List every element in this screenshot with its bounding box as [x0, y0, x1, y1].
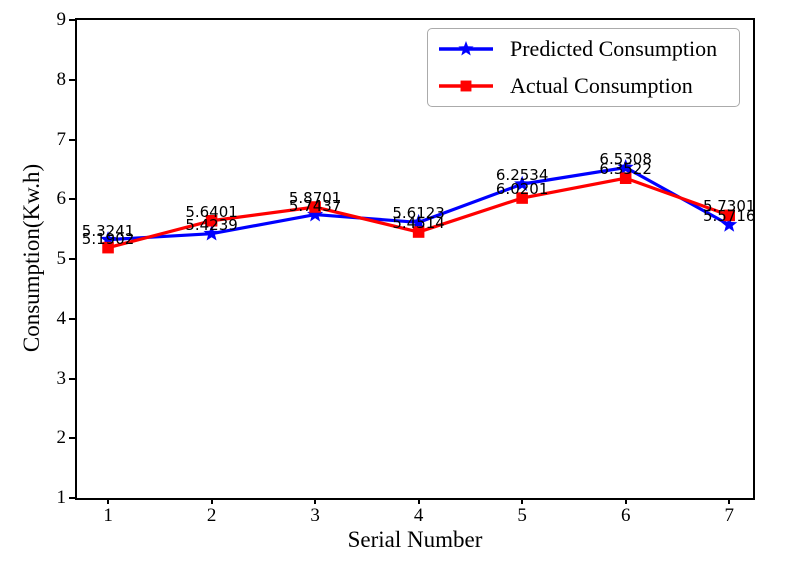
x-tick-label-6: 6: [620, 505, 631, 526]
marker-square-actual-consumption-point-3: [309, 201, 321, 213]
legend-item-predicted[interactable]: Predicted Consumption: [437, 31, 739, 67]
x-tick-label-7: 7: [724, 505, 734, 526]
legend-label-predicted: Predicted Consumption: [510, 36, 718, 62]
y-tick-label-6: 6: [56, 188, 67, 210]
legend-item-actual[interactable]: Actual Consumption: [437, 68, 739, 104]
x-tick-label-2: 2: [206, 505, 217, 526]
plot-area: [75, 18, 755, 500]
y-tick-mark-6: [69, 198, 75, 201]
y-axis-title: Consumption(Kw.h): [19, 163, 44, 353]
marker-star-predicted-consumption-point-3: [307, 206, 324, 222]
y-tick-label-2: 2: [56, 427, 67, 449]
data-label-predicted-consumption-point-6: 6.5308: [599, 149, 652, 168]
x-tick-label-5: 5: [517, 505, 527, 526]
x-tick-mark-5: [521, 498, 524, 504]
data-label-actual-consumption-point-7: 5.7301: [702, 197, 756, 216]
x-tick-mark-7: [728, 498, 731, 504]
data-label-actual-consumption-point-5: 6.0201: [495, 180, 549, 199]
marker-star-predicted-consumption-point-7: [721, 216, 738, 232]
data-label-actual-consumption-point-6: 6.3522: [599, 160, 652, 179]
x-tick-label-3: 3: [310, 505, 320, 526]
y-tick-label-3: 3: [56, 367, 67, 389]
legend-line-star-icon: [439, 41, 493, 56]
y-tick-label-8: 8: [56, 68, 67, 90]
marker-star-predicted-consumption-point-6: [617, 159, 634, 175]
x-axis-title: Serial Number: [347, 527, 483, 552]
x-tick-mark-2: [210, 498, 213, 504]
marker-square-actual-consumption-point-2: [205, 214, 218, 227]
y-tick-label-7: 7: [56, 128, 67, 150]
data-label-predicted-consumption-point-5: 6.2534: [495, 166, 549, 185]
y-tick-mark-5: [69, 258, 75, 260]
data-label-actual-consumption-point-1: 5.1902: [81, 229, 135, 248]
x-tick-label-4: 4: [413, 505, 424, 526]
data-label-actual-consumption-point-3: 5.8701: [288, 189, 342, 207]
legend-label-actual: Actual Consumption: [510, 72, 693, 98]
legend-sample-marker-predicted-consumption: [458, 41, 474, 56]
marker-star-predicted-consumption-point-2: [203, 225, 220, 241]
data-label-predicted-consumption-point-3: 5.7437: [288, 196, 342, 215]
y-tick-label-5: 5: [56, 248, 67, 269]
data-label-predicted-consumption-point-1: 5.3241: [81, 221, 135, 240]
data-label-actual-consumption-point-2: 5.6401: [185, 202, 238, 221]
legend-line-square-icon: [439, 80, 493, 92]
legend-sample-marker-actual-consumption: [460, 80, 472, 92]
y-tick-mark-3: [69, 377, 75, 380]
x-tick-mark-6: [624, 498, 627, 504]
data-label-predicted-consumption-point-2: 5.4239: [185, 215, 238, 234]
marker-star-predicted-consumption-point-1: [99, 231, 117, 247]
x-tick-mark-3: [314, 498, 317, 504]
y-tick-label-1: 1: [56, 487, 67, 508]
y-tick-mark-1: [69, 497, 75, 499]
y-tick-mark-4: [69, 317, 75, 320]
marker-square-actual-consumption-point-6: [619, 172, 632, 184]
data-label-predicted-consumption-point-4: 5.6123: [392, 204, 445, 223]
marker-square-actual-consumption-point-7: [723, 209, 735, 222]
y-tick-mark-8: [69, 78, 75, 81]
marker-star-predicted-consumption-point-5: [514, 175, 531, 191]
marker-square-actual-consumption-point-4: [412, 226, 425, 238]
x-tick-mark-4: [417, 498, 420, 504]
y-tick-mark-9: [69, 19, 75, 21]
legend: Predicted Consumption Actual Consumption: [427, 28, 740, 107]
x-tick-mark-1: [107, 498, 110, 504]
y-tick-label-9: 9: [56, 9, 67, 30]
marker-square-actual-consumption-point-1: [102, 241, 114, 254]
marker-star-predicted-consumption-point-4: [410, 213, 427, 230]
y-tick-mark-7: [69, 138, 75, 141]
marker-square-actual-consumption-point-5: [516, 192, 528, 204]
data-label-predicted-consumption-point-7: 5.5716: [702, 206, 756, 225]
y-tick-label-4: 4: [56, 307, 67, 329]
data-label-actual-consumption-point-4: 5.4514: [392, 214, 445, 233]
plot-canvas: [99, 159, 738, 254]
x-tick-label-1: 1: [103, 505, 113, 526]
y-tick-mark-2: [69, 437, 75, 440]
